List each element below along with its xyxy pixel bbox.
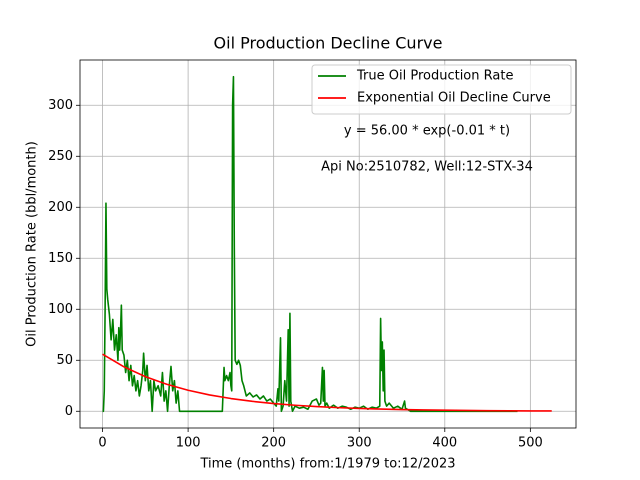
x-tick-label: 300 — [347, 436, 372, 451]
annotation: y = 56.00 * exp(-0.01 * t) — [344, 124, 510, 139]
y-tick-label: 300 — [48, 98, 73, 113]
data-line — [102, 353, 552, 412]
axes-frame — [79, 59, 577, 429]
x-tick-label: 100 — [176, 436, 201, 451]
x-tick-label: 200 — [261, 436, 286, 451]
legend-label: True Oil Production Rate — [356, 69, 513, 84]
y-tick-label: 200 — [48, 200, 73, 215]
y-tick-label: 250 — [48, 149, 73, 164]
y-tick-label: 150 — [48, 251, 73, 266]
y-tick-label: 0 — [65, 404, 73, 419]
y-tick-label: 50 — [56, 353, 73, 368]
x-tick-label: 500 — [518, 436, 543, 451]
x-axis-label: Time (months) from:1/1979 to:12/2023 — [199, 457, 455, 472]
legend-label: Exponential Oil Decline Curve — [357, 91, 551, 106]
annotation: Api No:2510782, Well:12-STX-34 — [321, 160, 533, 175]
x-tick-label: 400 — [432, 436, 457, 451]
chart-title: Oil Production Decline Curve — [214, 34, 443, 53]
y-axis-label: Oil Production Rate (bbl/month) — [25, 141, 40, 347]
y-tick-label: 100 — [48, 302, 73, 317]
x-tick-label: 0 — [98, 436, 106, 451]
legend-box — [311, 64, 572, 115]
